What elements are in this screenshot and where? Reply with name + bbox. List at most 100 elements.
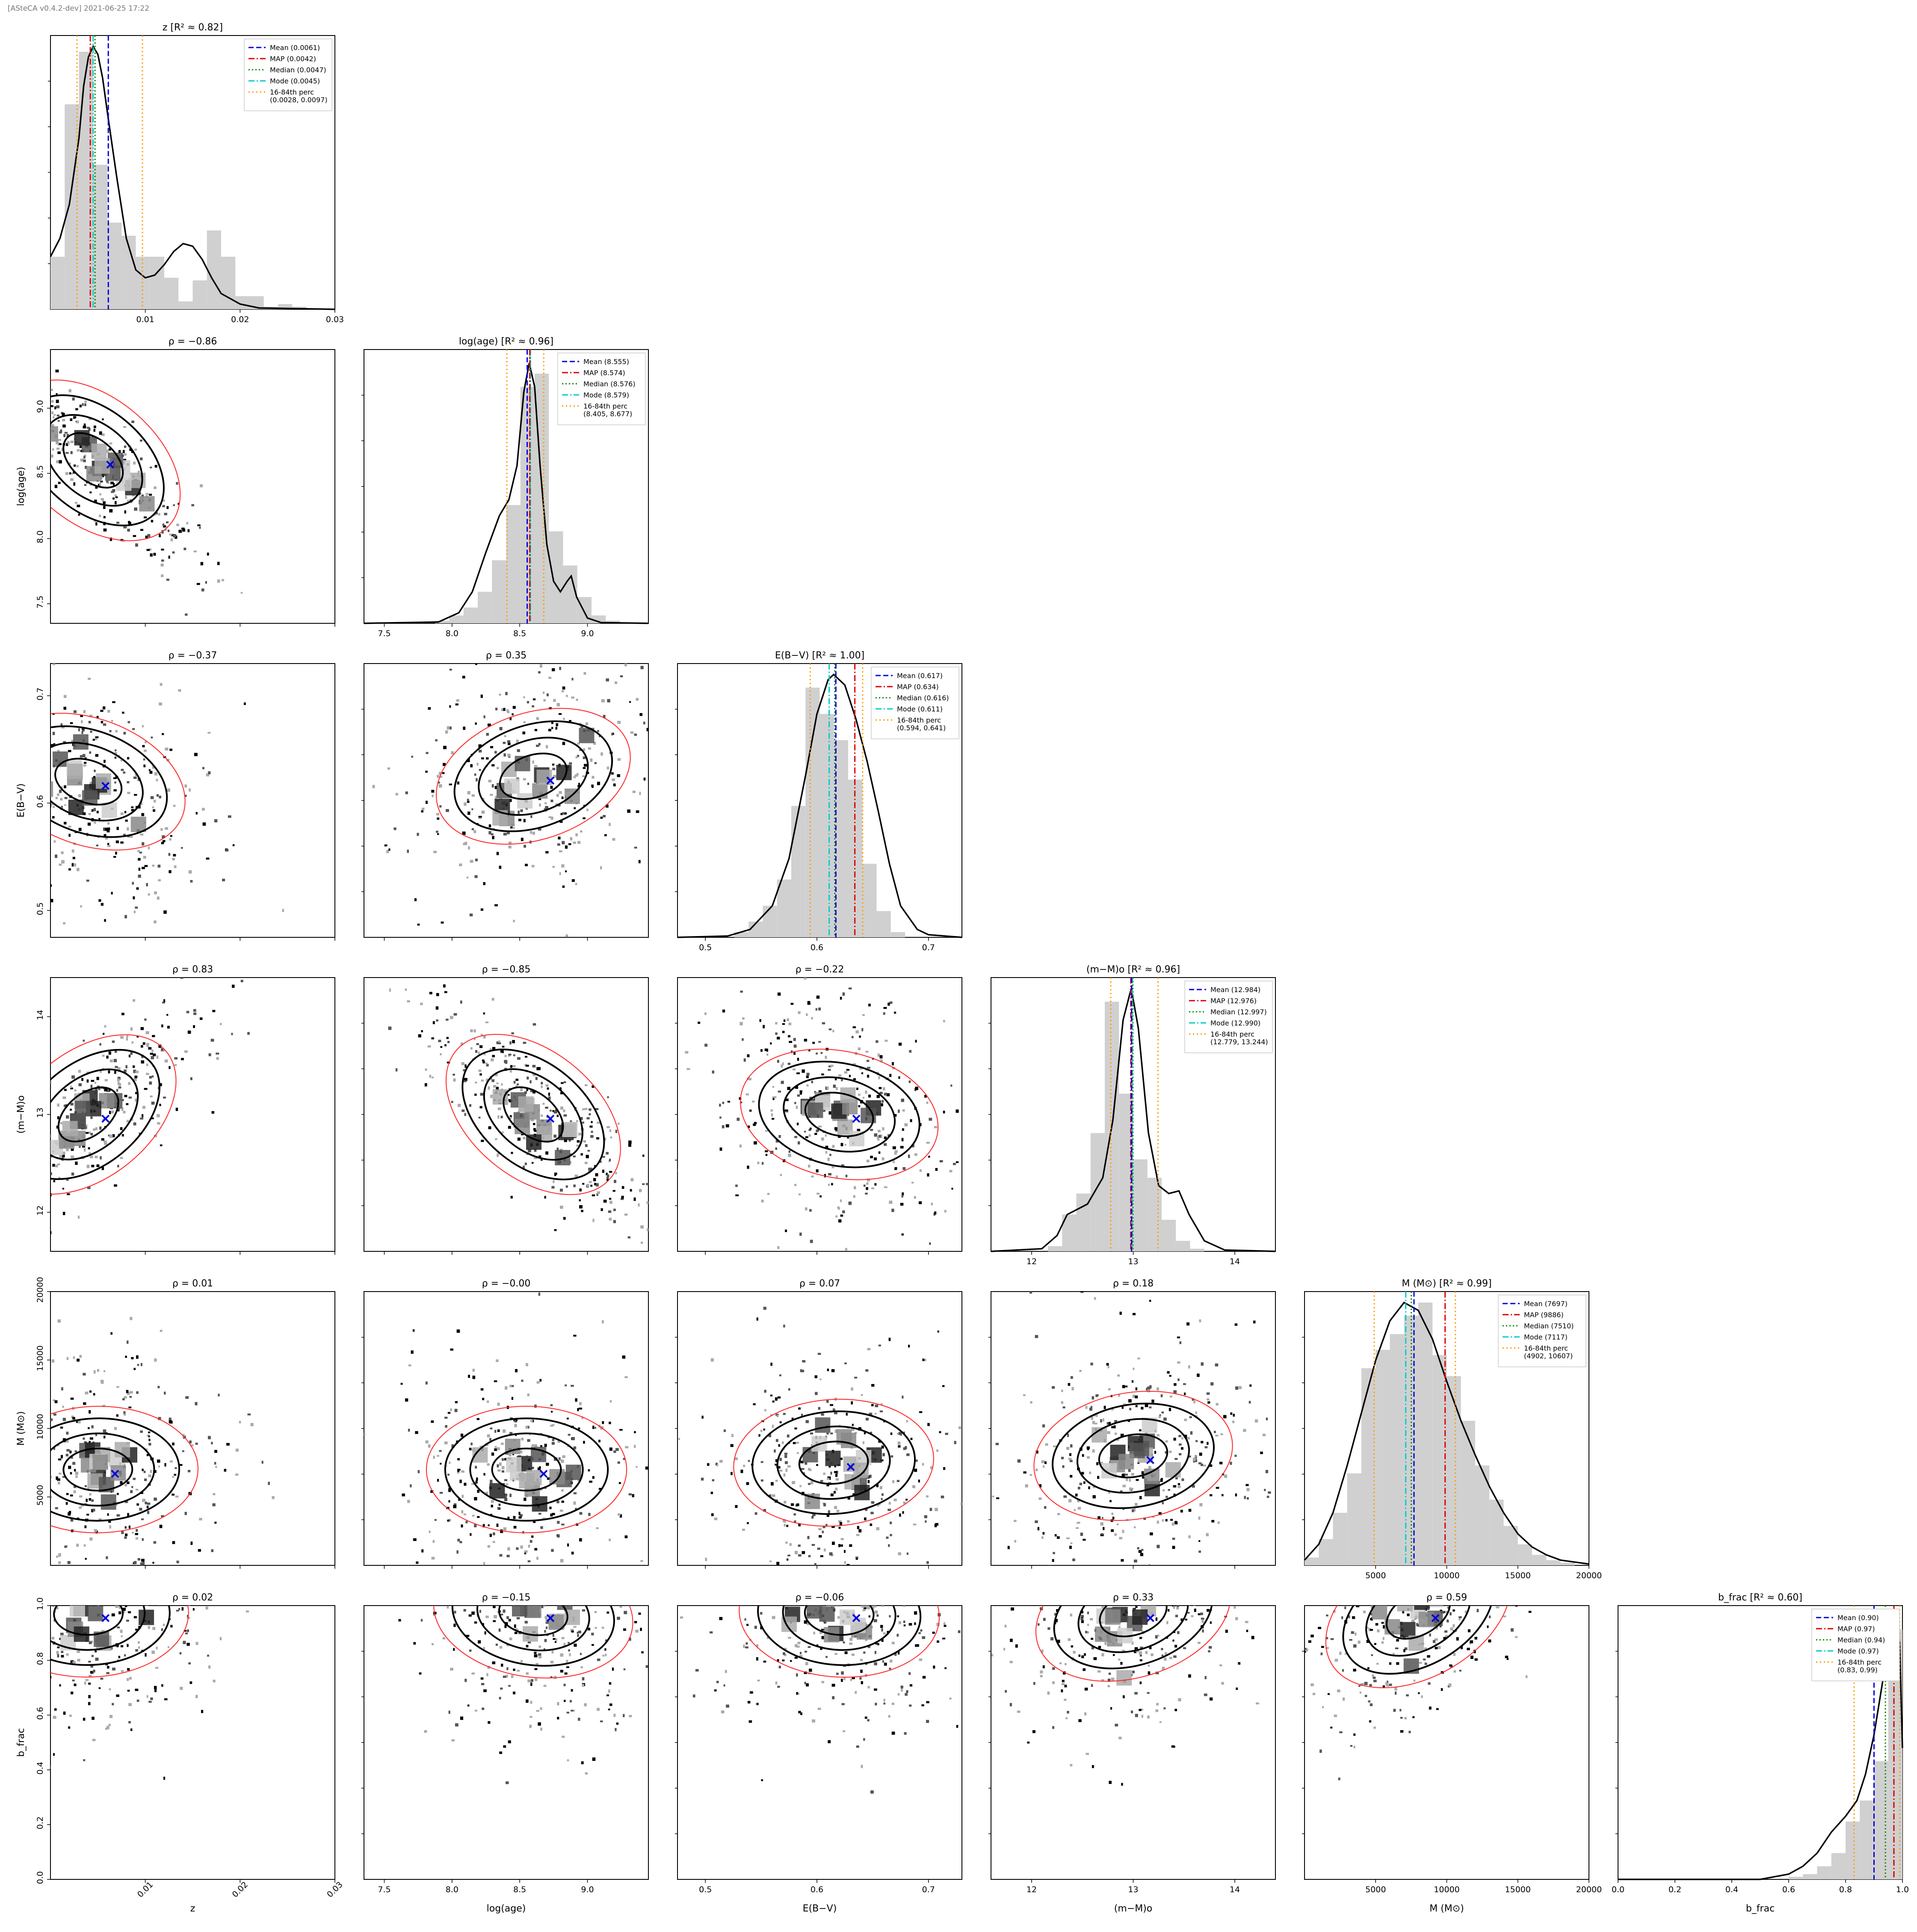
scatter-point [468, 846, 470, 850]
scatter-point [927, 1173, 929, 1177]
scatter-point [582, 1108, 585, 1111]
scatter-point [900, 1146, 904, 1149]
scatter-point [161, 1593, 164, 1596]
scatter-point [518, 1580, 520, 1583]
scatter-point [484, 1052, 486, 1055]
tick-label: 0.5 [699, 943, 712, 952]
scatter-point [183, 1630, 186, 1632]
scatter-point [115, 851, 117, 855]
scatter-point [133, 1561, 137, 1565]
scatter-point [822, 1022, 825, 1025]
scatter-point [805, 1461, 808, 1465]
scatter-point [470, 1047, 473, 1050]
scatter-point [32, 804, 35, 807]
scatter-point [566, 1417, 569, 1419]
tick-label: 0.6 [811, 943, 823, 952]
scatter-point [831, 1526, 835, 1528]
scatter-point [722, 1125, 725, 1129]
scatter-point [874, 1183, 877, 1186]
scatter-point [104, 834, 106, 836]
scatter-point [534, 1548, 538, 1551]
scatter-point [55, 1165, 58, 1167]
scatter-point [63, 1105, 66, 1107]
scatter-point [906, 1420, 908, 1422]
scatter-point [89, 1437, 93, 1440]
scatter-point [13, 765, 15, 767]
scatter-point [589, 1126, 593, 1128]
scatter-point [6, 742, 9, 745]
scatter-point [527, 1076, 529, 1080]
scatter-point [833, 1085, 836, 1088]
scatter-point [543, 691, 545, 694]
scatter-point [108, 1520, 111, 1523]
scatter-point [16, 1210, 19, 1212]
scatter-point [172, 1541, 175, 1544]
scatter-point [617, 1513, 621, 1516]
scatter-point [885, 1040, 888, 1042]
scatter-point [489, 1534, 492, 1537]
scatter-point [589, 1590, 592, 1593]
scatter-point [26, 397, 30, 400]
scatter-point [66, 1149, 69, 1151]
scatter-point [482, 1398, 485, 1400]
scatter-point [818, 1126, 822, 1128]
scatter-point [56, 447, 60, 450]
scatter-point [1030, 1292, 1032, 1294]
scatter-point [516, 1573, 520, 1577]
scatter-point [497, 1115, 500, 1119]
confidence-ellipse [740, 1049, 939, 1180]
scatter-point [471, 808, 473, 810]
scatter-point [245, 1594, 247, 1597]
scatter-point [246, 637, 248, 640]
scatter-point [116, 1108, 120, 1111]
scatter-point [4, 334, 6, 337]
scatter-point [36, 1524, 38, 1526]
scatter-point [609, 1538, 611, 1541]
scatter-point [796, 1123, 799, 1126]
scatter-point [473, 830, 476, 833]
scatter-point [161, 548, 164, 551]
density-cell [825, 1450, 841, 1466]
scatter-point [54, 1708, 57, 1711]
scatter-point [168, 555, 170, 559]
scatter-point [830, 1064, 834, 1067]
hist-bar [150, 257, 164, 309]
scatter-point [41, 1555, 43, 1557]
scatter-point [113, 483, 115, 486]
scatter-point [175, 1495, 179, 1498]
scatter-point [160, 683, 163, 686]
scatter-point [609, 1171, 612, 1173]
scatter-point [646, 1183, 648, 1185]
scatter-point [66, 1431, 69, 1435]
scatter-point [113, 856, 116, 858]
hist-bar [791, 806, 806, 937]
scatter-point [45, 1473, 48, 1475]
hist-bar [1447, 1376, 1461, 1565]
scatter-point [95, 1657, 99, 1661]
scatter-point [163, 525, 166, 528]
density-cell [1118, 1454, 1134, 1470]
tick-label: 0.8 [1839, 1885, 1852, 1894]
scatter-point [456, 699, 459, 702]
scatter-point [15, 845, 18, 847]
scatter-point [125, 495, 127, 499]
scatter-point [524, 1497, 527, 1501]
scatter-point [619, 1514, 622, 1518]
scatter-point [67, 441, 70, 444]
scatter-point [45, 449, 47, 452]
scatter-point [494, 1446, 497, 1448]
scatter-point [147, 1434, 150, 1437]
y-axis-label: M (M⊙) [16, 1411, 27, 1446]
scatter-point [83, 424, 86, 427]
scatter-point [797, 1094, 800, 1097]
scatter-point [867, 1075, 870, 1078]
hist-bar [463, 607, 478, 623]
scatter-point [809, 1096, 812, 1099]
density-cell [92, 1454, 108, 1470]
scatter-point [589, 1108, 592, 1111]
hist-bar [1546, 1560, 1561, 1565]
scatter-point [190, 1077, 192, 1080]
scatter-point [152, 806, 154, 809]
scatter-point [945, 1433, 948, 1435]
